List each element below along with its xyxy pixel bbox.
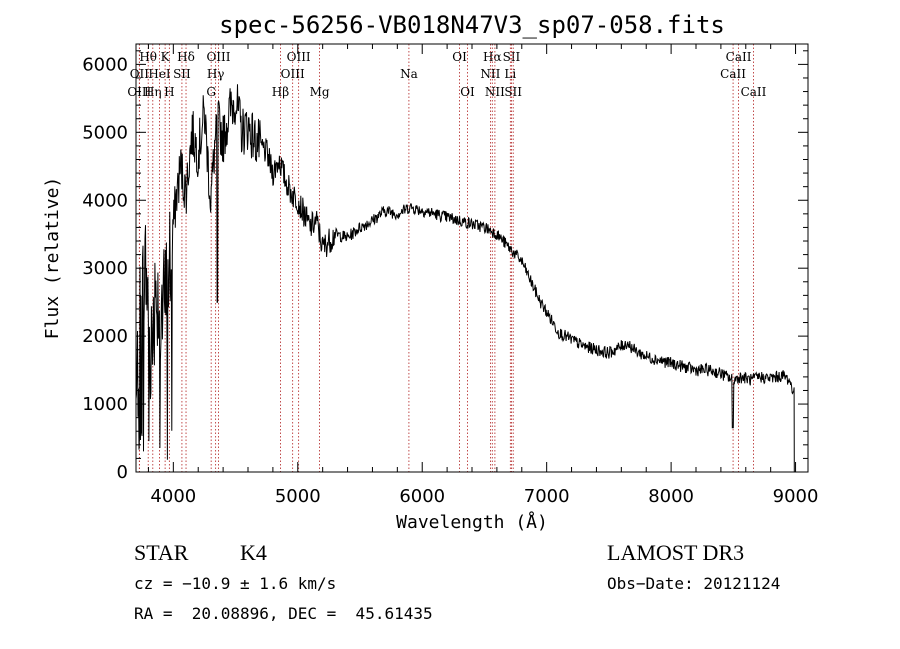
spectral-line-label-22: Li [504,67,516,81]
spectral-line-label-19: Hα [483,50,502,64]
x-tick-label-1: 5000 [275,486,321,507]
spectral-line-label-1: OII [130,67,150,81]
spectral-line-label-18: OI [460,85,475,99]
y-tick-label-2: 2000 [82,326,128,347]
spectral-line-label-23: NII [485,85,505,99]
x-tick-label-4: 8000 [648,486,694,507]
x-tick-label-3: 7000 [524,486,570,507]
spectral-line-label-12: OIII [287,50,311,64]
spectral-line-label-15: Mg [310,85,330,99]
y-tick-label-6: 6000 [82,54,128,75]
spectral-line-label-0: Hθ [139,50,157,64]
survey-name: LAMOST DR3 [607,540,745,565]
y-axis: 0 1000 2000 3000 4000 5000 6000 [82,50,808,483]
spectral-line-label-24: SII [504,85,522,99]
spectral-line-label-14: Hβ [272,85,289,99]
spectral-line-label-10: Hγ [207,67,225,81]
ra-dec-coords: RA = 20.08896, DEC = 45.61435 [134,604,433,623]
x-tick-label-5: 9000 [773,486,819,507]
object-class: STAR [134,540,189,565]
x-axis: 4000 5000 6000 7000 8000 9000 [147,44,819,507]
y-axis-label: Flux (relative) [42,177,63,340]
spectral-line-label-21: NII [480,67,500,81]
spectral-line-label-4: Hη [144,85,162,99]
spectral-line-label-11: G [206,85,216,99]
x-tick-label-0: 4000 [150,486,196,507]
spectral-line-label-9: OIII [206,50,230,64]
obs-date: Obs−Date: 20121124 [607,574,781,593]
y-tick-label-3: 3000 [82,258,128,279]
spectral-line-label-7: SII [173,67,191,81]
spectral-line-label-17: OI [452,50,467,64]
x-tick-label-2: 6000 [399,486,445,507]
spectral-line-label-27: CaII [741,85,767,99]
spectral-line-label-3: K [161,50,171,64]
spectral-line-label-26: CaII [720,67,746,81]
spectral-line-label-6: Hδ [177,50,195,64]
x-axis-label: Wavelength (Å) [396,511,548,533]
spectrum-series-line [135,84,795,473]
spectral-line-label-13: OIII [281,67,305,81]
spectral-line-label-25: CaII [726,50,752,64]
y-tick-label-4: 4000 [82,190,128,211]
y-tick-label-1: 1000 [82,394,128,415]
y-tick-label-0: 0 [117,462,128,483]
chart-title: spec-56256-VB018N47V3_sp07-058.fits [219,11,725,39]
cz-velocity: cz = −10.9 ± 1.6 km/s [134,574,337,593]
y-tick-label-5: 5000 [82,122,128,143]
spectral-line-label-16: Na [400,67,418,81]
object-subclass: K4 [240,540,267,565]
spectral-line-label-8: H [164,85,174,99]
spectral-line-label-5: HeI [148,67,171,81]
spectral-line-label-20: SII [503,50,521,64]
